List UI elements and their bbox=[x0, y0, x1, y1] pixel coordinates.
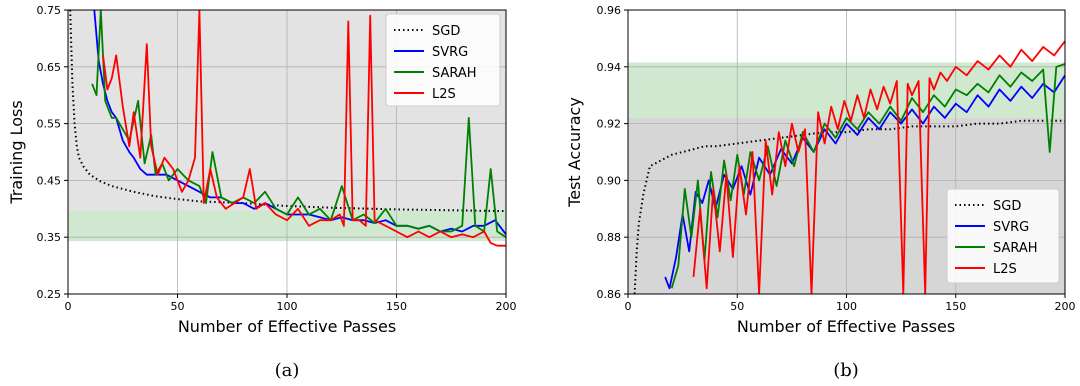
legend-label-svrg: SVRG bbox=[432, 45, 468, 60]
x-tick-label: 100 bbox=[277, 300, 298, 313]
y-tick-label: 0.75 bbox=[37, 4, 62, 17]
y-tick-label: 0.45 bbox=[37, 174, 62, 187]
series-line-svrg bbox=[664, 74, 1065, 290]
x-tick-label: 150 bbox=[386, 300, 407, 313]
y-tick-label: 0.92 bbox=[597, 118, 622, 131]
chart-panel-a: 0 50 100 150 200 0.25 0.35 0.45 0.55 0.65 0.75 Nu… bbox=[7, 4, 517, 381]
y-tick-label: 0.25 bbox=[37, 288, 62, 301]
legend: SGD SVRG SARAH L2S bbox=[946, 188, 1060, 284]
series-line-sarah bbox=[670, 63, 1065, 289]
y-tick-label: 0.35 bbox=[37, 231, 62, 244]
y-axis-label: Training Loss bbox=[7, 100, 26, 204]
y-tick-label: 0.96 bbox=[597, 4, 622, 17]
x-tick-label: 200 bbox=[496, 300, 517, 313]
x-tick-label: 0 bbox=[625, 300, 632, 313]
panel-caption: (a) bbox=[275, 360, 300, 381]
legend-label-sarah: SARAH bbox=[432, 66, 477, 81]
legend-box bbox=[946, 188, 1060, 284]
series-line-l2s bbox=[102, 10, 506, 247]
legend-label-sgd: SGD bbox=[993, 199, 1021, 214]
x-tick-label: 100 bbox=[836, 300, 857, 313]
x-tick-label: 50 bbox=[171, 300, 185, 313]
x-tick-label: 150 bbox=[945, 300, 966, 313]
y-tick-label: 0.86 bbox=[597, 288, 622, 301]
x-tick-label: 50 bbox=[730, 300, 744, 313]
legend-label-l2s: L2S bbox=[432, 87, 456, 102]
y-tick-label: 0.88 bbox=[597, 231, 622, 244]
x-axis-label: Number of Effective Passes bbox=[737, 317, 955, 336]
y-tick-label: 0.90 bbox=[597, 174, 622, 187]
panel-caption: (b) bbox=[833, 360, 859, 381]
legend: SGD SVRG SARAH L2S bbox=[385, 13, 501, 107]
x-tick-label: 0 bbox=[65, 300, 72, 313]
legend-box bbox=[385, 13, 501, 107]
y-tick-label: 0.55 bbox=[37, 118, 62, 131]
legend-label-l2s: L2S bbox=[993, 262, 1017, 277]
x-axis-label: Number of Effective Passes bbox=[178, 317, 396, 336]
legend-label-svrg: SVRG bbox=[993, 220, 1029, 235]
x-tick-label: 200 bbox=[1055, 300, 1076, 313]
legend-label-sgd: SGD bbox=[432, 24, 460, 39]
chart-panel-b: 0 50 100 150 200 0.86 0.88 0.90 0.92 0.94 0.96 Nu… bbox=[565, 4, 1076, 381]
series-line-l2s bbox=[692, 40, 1065, 294]
legend-label-sarah: SARAH bbox=[993, 241, 1038, 256]
y-tick-label: 0.65 bbox=[37, 61, 62, 74]
y-axis-label: Test Accuracy bbox=[565, 97, 584, 208]
y-tick-label: 0.94 bbox=[597, 61, 622, 74]
series-line-sgd bbox=[633, 119, 1065, 294]
